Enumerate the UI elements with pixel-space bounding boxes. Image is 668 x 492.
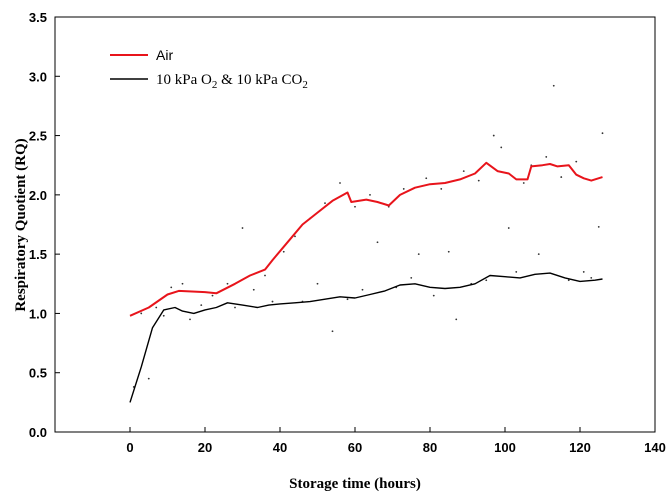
raw-data-point: [241, 227, 244, 229]
x-tick-label: 0: [126, 440, 133, 455]
raw-data-point: [354, 205, 356, 208]
y-tick-label: 0.0: [29, 425, 47, 440]
raw-data-point: [440, 188, 443, 190]
x-tick-label: 80: [423, 440, 437, 455]
raw-data-point: [515, 271, 518, 273]
x-tick-label: 100: [494, 440, 516, 455]
raw-data-point: [402, 188, 405, 190]
x-tick-label: 60: [348, 440, 362, 455]
raw-data-point: [234, 306, 236, 309]
raw-data-point: [522, 182, 525, 184]
raw-data-point: [447, 250, 450, 253]
x-axis-title: Storage time (hours): [289, 476, 421, 492]
raw-data-point: [601, 132, 604, 135]
legend-label-air: Air: [156, 47, 173, 63]
raw-data-point: [346, 298, 349, 301]
raw-data-point: [331, 330, 334, 333]
raw-data-point: [361, 288, 364, 291]
series-line-air: [129, 161, 603, 317]
raw-data-point: [140, 312, 143, 315]
raw-data-point: [211, 294, 214, 297]
raw-data-point: [170, 286, 173, 289]
raw-data-point: [500, 146, 503, 149]
raw-data-point: [271, 300, 274, 303]
raw-data-point: [485, 279, 488, 282]
raw-data-point: [455, 318, 458, 321]
x-tick-label: 120: [569, 440, 591, 455]
raw-data-point: [552, 84, 555, 87]
raw-data-point: [200, 304, 203, 307]
raw-data-point: [189, 318, 191, 321]
raw-data-point: [477, 179, 480, 182]
x-tick-label: 140: [644, 440, 666, 455]
raw-data-point: [162, 314, 165, 317]
raw-data-point: [492, 134, 495, 137]
x-tick-label: 20: [198, 440, 212, 455]
raw-data-points: [132, 84, 604, 388]
series-line-controlled-atmosphere: [129, 272, 603, 403]
raw-data-point: [282, 250, 285, 253]
raw-data-point: [417, 253, 420, 256]
raw-data-point: [545, 156, 548, 158]
x-tick-label: 40: [273, 440, 287, 455]
raw-data-point: [376, 241, 379, 244]
raw-data-point: [181, 282, 184, 285]
raw-data-point: [582, 271, 585, 273]
raw-data-point: [294, 235, 296, 238]
raw-data-point: [432, 294, 435, 297]
raw-data-point: [590, 276, 593, 279]
y-tick-label: 3.0: [29, 69, 47, 84]
raw-data-point: [369, 193, 371, 196]
raw-data-point: [560, 176, 563, 178]
y-tick-label: 2.5: [29, 129, 47, 144]
x-axis-ticks: 0 20 40 60 80 100 120 140: [126, 427, 666, 455]
raw-data-point: [597, 225, 600, 228]
raw-data-point: [462, 170, 465, 173]
y-tick-label: 1.5: [29, 247, 47, 262]
y-tick-label: 0.5: [29, 366, 47, 381]
raw-data-point: [155, 306, 158, 309]
y-tick-label: 3.5: [29, 10, 47, 25]
raw-data-point: [226, 282, 229, 285]
raw-data-point: [410, 276, 413, 279]
raw-data-point: [507, 227, 510, 229]
raw-data-point: [147, 377, 150, 380]
raw-data-point: [324, 202, 326, 205]
y-axis-title: Respiratory Quotient (RQ): [13, 138, 29, 311]
raw-data-point: [575, 160, 578, 163]
raw-data-point: [339, 182, 341, 184]
y-tick-label: 2.0: [29, 188, 47, 203]
legend: Air 10 kPa O2 & 10 kPa CO2: [110, 47, 308, 91]
y-tick-label: 1.0: [29, 306, 47, 321]
raw-data-point: [316, 282, 319, 285]
legend-label-controlled-atmosphere: 10 kPa O2 & 10 kPa CO2: [156, 72, 308, 91]
raw-data-point: [537, 253, 540, 256]
raw-data-point: [264, 274, 266, 277]
raw-data-point: [252, 288, 255, 291]
raw-data-point: [567, 279, 570, 282]
raw-data-point: [425, 177, 428, 180]
series-lines: [129, 161, 603, 403]
y-axis-ticks: 0.0 0.5 1.0 1.5 2.0 2.5 3.0 3.5: [29, 10, 60, 440]
